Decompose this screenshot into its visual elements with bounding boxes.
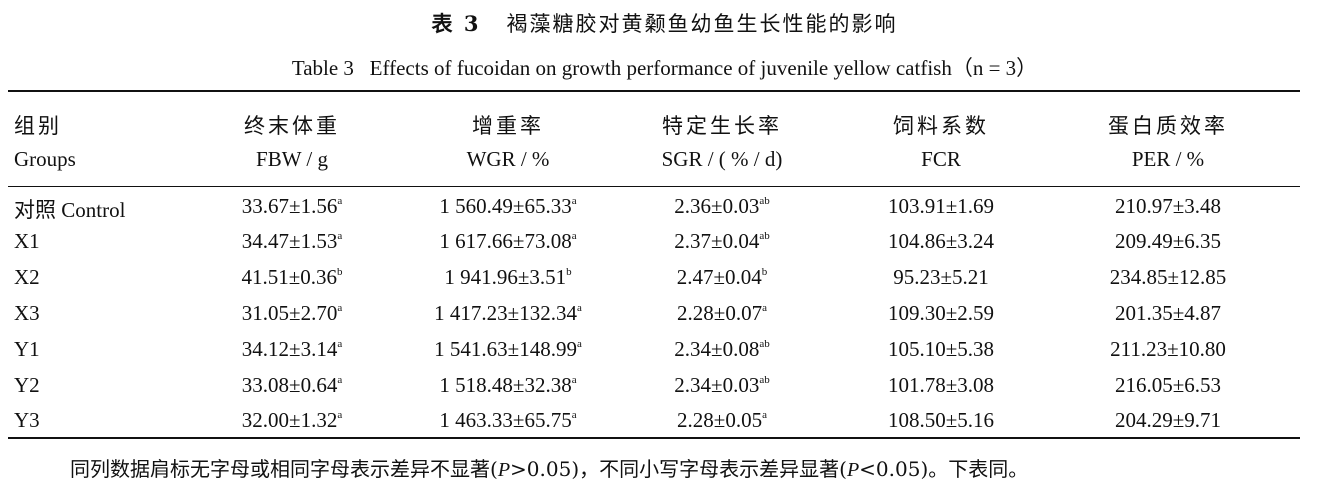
cell-fbw: 33.67±1.56a — [241, 194, 343, 218]
cell-sgr: 2.28±0.07a — [677, 301, 767, 325]
cell-fcr: 105.10±5.38 — [887, 337, 995, 361]
header-groups-en: Groups — [14, 147, 76, 171]
cell-sgr: 2.36±0.03ab — [674, 194, 770, 218]
cell-wgr: 1 560.49±65.33a — [439, 194, 577, 218]
cell-per: 209.49±6.35 — [1114, 229, 1222, 253]
header-wgr-zh: 增重率 — [472, 114, 544, 138]
cell-per: 204.29±9.71 — [1114, 408, 1222, 432]
sample-size: （n = 3） — [951, 56, 1038, 80]
cell-group: X2 — [14, 265, 40, 289]
bottom-rule — [8, 437, 1300, 439]
header-fcr-zh: 饲料系数 — [893, 114, 989, 138]
table-label-en: Table 3 — [291, 56, 354, 80]
header-fbw-en: FBW / g — [256, 147, 328, 171]
cell-fcr: 109.30±2.59 — [887, 301, 995, 325]
cell-group: X3 — [14, 301, 40, 325]
cell-group: 对照 Control — [14, 198, 126, 222]
cell-per: 234.85±12.85 — [1109, 265, 1227, 289]
header-groups-zh: 组别 — [14, 114, 62, 138]
header-per-zh: 蛋白质效率 — [1108, 114, 1228, 138]
cell-fbw: 32.00±1.32a — [241, 408, 343, 432]
cell-group: Y2 — [14, 373, 40, 397]
header-sgr-zh: 特定生长率 — [662, 114, 782, 138]
header-fcr-en: FCR — [921, 147, 961, 171]
cell-sgr: 2.34±0.03ab — [674, 373, 770, 397]
table-footnote: 同列数据肩标无字母或相同字母表示差异不显著(P>0.05)，不同小写字母表示差异… — [70, 457, 1029, 481]
header-fbw-zh: 终末体重 — [244, 114, 340, 138]
cell-fbw: 34.12±3.14a — [241, 337, 343, 361]
header-per-en: PER / % — [1131, 147, 1205, 171]
cell-fbw: 31.05±2.70a — [241, 301, 343, 325]
cell-wgr: 1 463.33±65.75a — [439, 408, 577, 432]
cell-fcr: 101.78±3.08 — [887, 373, 995, 397]
header-wgr-en: WGR / % — [466, 147, 550, 171]
cell-wgr: 1 941.96±3.51b — [444, 265, 572, 289]
cell-wgr: 1 518.48±32.38a — [439, 373, 577, 397]
cell-group: X1 — [14, 229, 40, 253]
cell-fcr: 95.23±5.21 — [893, 265, 989, 289]
cell-sgr: 2.34±0.08ab — [674, 337, 770, 361]
cell-wgr: 1 417.23±132.34a — [434, 301, 582, 325]
cell-wgr: 1 617.66±73.08a — [439, 229, 577, 253]
cell-sgr: 2.37±0.04ab — [674, 229, 770, 253]
cell-per: 211.23±10.80 — [1110, 337, 1226, 361]
cell-per: 201.35±4.87 — [1114, 301, 1222, 325]
header-sgr-en: SGR / ( % / d) — [661, 147, 783, 171]
cell-wgr: 1 541.63±148.99a — [434, 337, 582, 361]
cell-fbw: 33.08±0.64a — [241, 373, 343, 397]
cell-sgr: 2.47±0.04b — [676, 265, 768, 289]
cell-fcr: 103.91±1.69 — [887, 194, 995, 218]
cell-per: 216.05±6.53 — [1114, 373, 1222, 397]
table-title-zh: 褐藻糖胶对黄颡鱼幼鱼生长性能的影响 — [506, 12, 898, 36]
table-caption-english: Table 3 Effects of fucoidan on growth pe… — [0, 52, 1329, 82]
cell-fcr: 104.86±3.24 — [887, 229, 995, 253]
cell-group: Y1 — [14, 337, 40, 361]
cell-fbw: 34.47±1.53a — [241, 229, 343, 253]
header-rule — [8, 186, 1300, 187]
cell-fbw: 41.51±0.36b — [241, 265, 343, 289]
cell-group: Y3 — [14, 408, 40, 432]
cell-per: 210.97±3.48 — [1114, 194, 1222, 218]
table-caption-chinese: 表 3 褐藻糖胶对黄颡鱼幼鱼生长性能的影响 — [0, 8, 1329, 38]
table-title-en: Effects of fucoidan on growth performanc… — [369, 56, 952, 80]
cell-fcr: 108.50±5.16 — [887, 408, 995, 432]
cell-sgr: 2.28±0.05a — [677, 408, 767, 432]
top-rule — [8, 90, 1300, 92]
table-label-zh: 表 3 — [431, 11, 481, 36]
